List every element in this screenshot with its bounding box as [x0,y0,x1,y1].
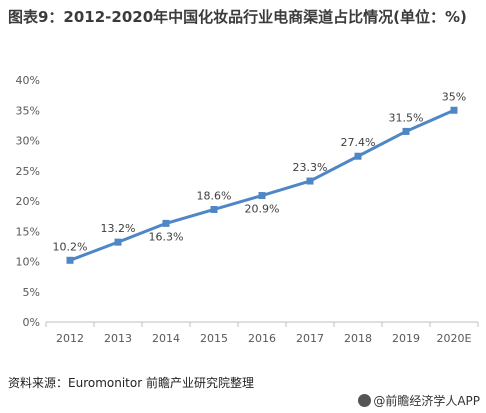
source-note: 资料来源：Euromonitor 前瞻产业研究院整理 [8,376,254,390]
brand-logo-icon [358,394,372,407]
series-ecommerce-share [66,106,458,264]
data-point-marker [354,152,362,160]
x-tick-label: 2014 [152,332,180,345]
chart-title: 图表9：2012-2020年中国化妆品行业电商渠道占比情况(单位：%) [8,8,467,26]
x-tick-label: 2018 [344,332,372,345]
data-point-marker [258,192,266,200]
x-tick-label: 2019 [392,332,420,345]
data-point-marker [402,127,410,135]
brand-footer: @前瞻经济学人APP [358,392,480,409]
data-label: 20.9% [245,203,280,216]
data-label: 23.3% [293,161,328,174]
x-tick-label: 2015 [200,332,228,345]
x-tick-label: 2016 [248,332,276,345]
data-label: 16.3% [149,230,184,243]
x-tick-label: 2020E [437,332,472,345]
data-label: 31.5% [389,111,424,124]
brand-label: @前瞻经济学人APP [373,394,480,408]
y-tick-label: 10% [16,256,40,269]
x-axis: 2012 2013 2014 2015 2016 2017 2018 2019 2020E [45,321,479,345]
y-tick-label: 15% [16,225,40,238]
y-tick-label: 20% [16,195,40,208]
data-point-marker [162,219,170,227]
data-label: 35% [442,90,466,103]
y-tick-label: 5% [23,286,40,299]
data-label: 18.6% [197,189,232,202]
data-labels: 10.2% 13.2% 16.3% 18.6% 20.9% 23.3% 27.4% 31.5%… [53,90,467,253]
data-point-marker [450,106,458,114]
data-label: 13.2% [101,222,136,235]
x-tick-label: 2013 [104,332,132,345]
data-label: 10.2% [53,240,88,253]
y-tick-label: 25% [16,165,40,178]
data-point-marker [306,177,314,185]
y-axis: 0% 5% 10% 15% 20% 25% 30% 35% 40% [16,74,40,329]
data-label: 27.4% [341,136,376,149]
x-tick-label: 2017 [296,332,324,345]
x-tick-label: 2012 [56,332,84,345]
y-tick-label: 30% [16,135,40,148]
y-tick-label: 0% [23,316,40,329]
series-line [69,108,455,262]
y-tick-label: 35% [16,104,40,117]
data-point-marker [114,238,122,246]
data-point-marker [66,256,74,264]
y-tick-label: 40% [16,74,40,87]
data-point-marker [210,205,218,213]
